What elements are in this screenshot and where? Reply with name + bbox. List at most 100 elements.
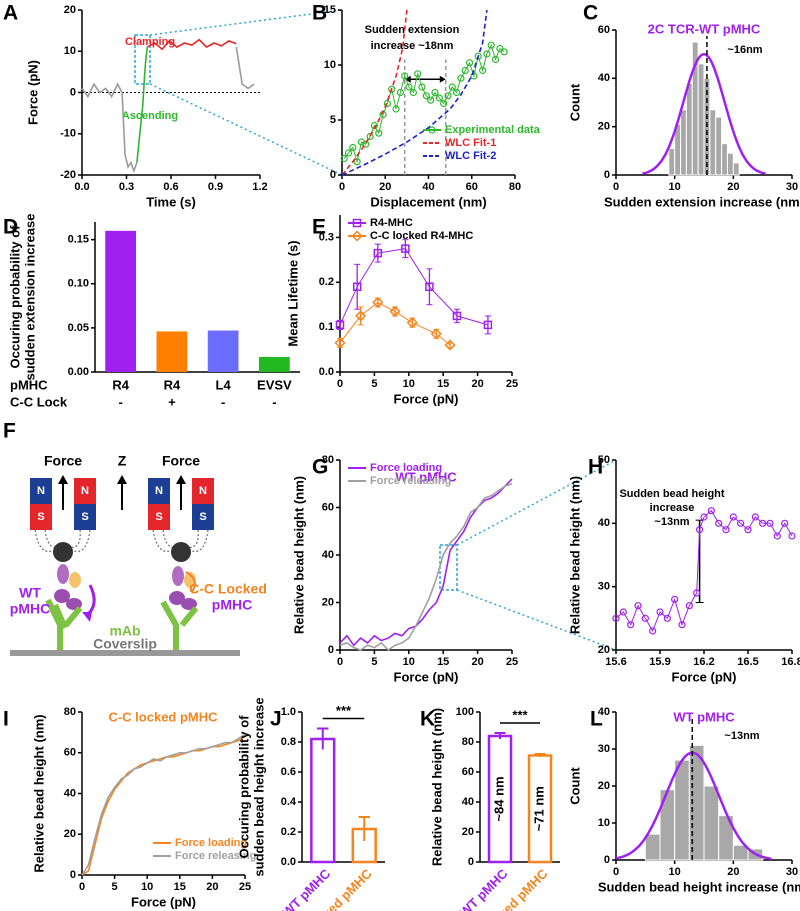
x-tick-label: 60 (466, 181, 478, 193)
legend-label: Force loading (175, 837, 247, 849)
y-axis-label: Relative bead height (nm) (291, 476, 306, 634)
x-tick-label: 10 (669, 181, 681, 193)
significance-label: *** (512, 707, 528, 722)
series-line (81, 46, 255, 174)
x-tick-label: 1.2 (252, 181, 267, 193)
chart-title: C-C locked pMHC (108, 709, 218, 724)
y-tick-label: 80 (462, 736, 474, 748)
y-tick-label: 40 (598, 517, 610, 529)
right-label: pMHC (212, 597, 252, 613)
y-tick-label: 0 (468, 856, 474, 868)
x-tick-label: 20 (727, 181, 739, 193)
pole: N (81, 485, 89, 497)
panel-label: E (312, 216, 326, 239)
y-tick-label: 0.0 (319, 366, 334, 378)
x-tick-label: 25 (506, 378, 518, 390)
point (773, 532, 781, 540)
panel-label: H (588, 456, 603, 479)
x-axis-label: Force (pN) (394, 669, 459, 684)
arrows (62, 482, 182, 510)
y-tick-label: 60 (64, 747, 76, 759)
pole: S (155, 511, 162, 523)
point (406, 317, 418, 329)
y-tick-label: 0 (604, 854, 610, 866)
point (366, 132, 374, 141)
point (440, 99, 448, 108)
y-axis-label: Mean Lifetime (s) (285, 240, 300, 346)
point (444, 92, 452, 100)
pole: N (155, 485, 163, 497)
x-tick-label: 10 (669, 866, 681, 878)
y-tick-label: -10 (60, 128, 76, 140)
pole: N (37, 485, 45, 497)
annotation: increase ~18nm (371, 40, 454, 52)
row-value: - (272, 394, 276, 409)
row-header: C-C Lock (10, 394, 68, 409)
legend-label: WLC Fit-1 (445, 137, 496, 149)
point (722, 526, 730, 534)
y-tick-label: 20 (64, 828, 76, 840)
point (788, 532, 796, 540)
legend-label: Force releasing (370, 475, 451, 487)
legend-label: Experimental data (445, 124, 541, 136)
point (372, 296, 384, 309)
x-axis-label: Time (s) (146, 194, 196, 209)
y-tick-label: 60 (462, 766, 474, 778)
panel-label: L (590, 708, 603, 731)
value-label: ~71 nm (531, 786, 546, 831)
histogram-bar (709, 109, 717, 176)
y-axis-label: Occuring probability of (236, 715, 251, 859)
series-line (341, 9, 408, 176)
arrow-heads (58, 475, 186, 484)
point (500, 48, 508, 56)
point (409, 88, 417, 97)
significance-label: *** (336, 703, 352, 718)
y-tick-label: 40 (322, 549, 334, 561)
point (483, 320, 493, 330)
x-tick-label: 15 (437, 378, 449, 390)
zoom-box (134, 34, 151, 85)
x-tick-label: 0.9 (208, 181, 223, 193)
annotation: Ascending (122, 110, 178, 122)
x-tick-label: 0 (613, 866, 619, 878)
x-axis-label: Sudden extension increase (nm) (604, 194, 800, 209)
y-tick-label: 40 (598, 72, 610, 84)
point (737, 519, 745, 527)
point (700, 513, 708, 521)
x-tick-label: R4 (164, 377, 181, 392)
y-tick-label: -20 (60, 169, 76, 181)
point (744, 526, 752, 534)
point (383, 99, 392, 108)
y-tick-label: 0 (328, 644, 334, 656)
right-label: C-C Locked (189, 581, 267, 597)
y-axis-label: Relative bead height (nm) (567, 476, 582, 634)
y-tick-label: 20 (598, 121, 610, 133)
left-label: pMHC (10, 601, 50, 617)
point (340, 154, 348, 163)
point (349, 143, 357, 152)
histogram-bar (680, 109, 687, 176)
x-tick-label: 0.6 (163, 181, 178, 193)
point (353, 158, 361, 166)
point (461, 66, 469, 75)
bar (156, 331, 188, 372)
y-tick-label: 20 (64, 4, 76, 16)
bead (171, 542, 191, 562)
pole: N (199, 485, 207, 497)
y-axis-label: sudden extension increase (22, 214, 37, 381)
point (693, 589, 701, 597)
x-axis-label: Displacement (nm) (370, 194, 486, 209)
point (405, 83, 413, 91)
y-tick-label: 80 (322, 454, 334, 466)
histogram-bar (685, 82, 693, 176)
y-tick-label: 20 (462, 826, 474, 838)
panel-label: D (3, 216, 18, 239)
point (751, 513, 759, 521)
point (483, 50, 491, 58)
z-label: Z (118, 453, 127, 469)
y-tick-label: 50 (598, 454, 610, 466)
point (474, 52, 482, 60)
point (401, 244, 410, 253)
y-axis-label: Force (pN) (25, 60, 40, 125)
